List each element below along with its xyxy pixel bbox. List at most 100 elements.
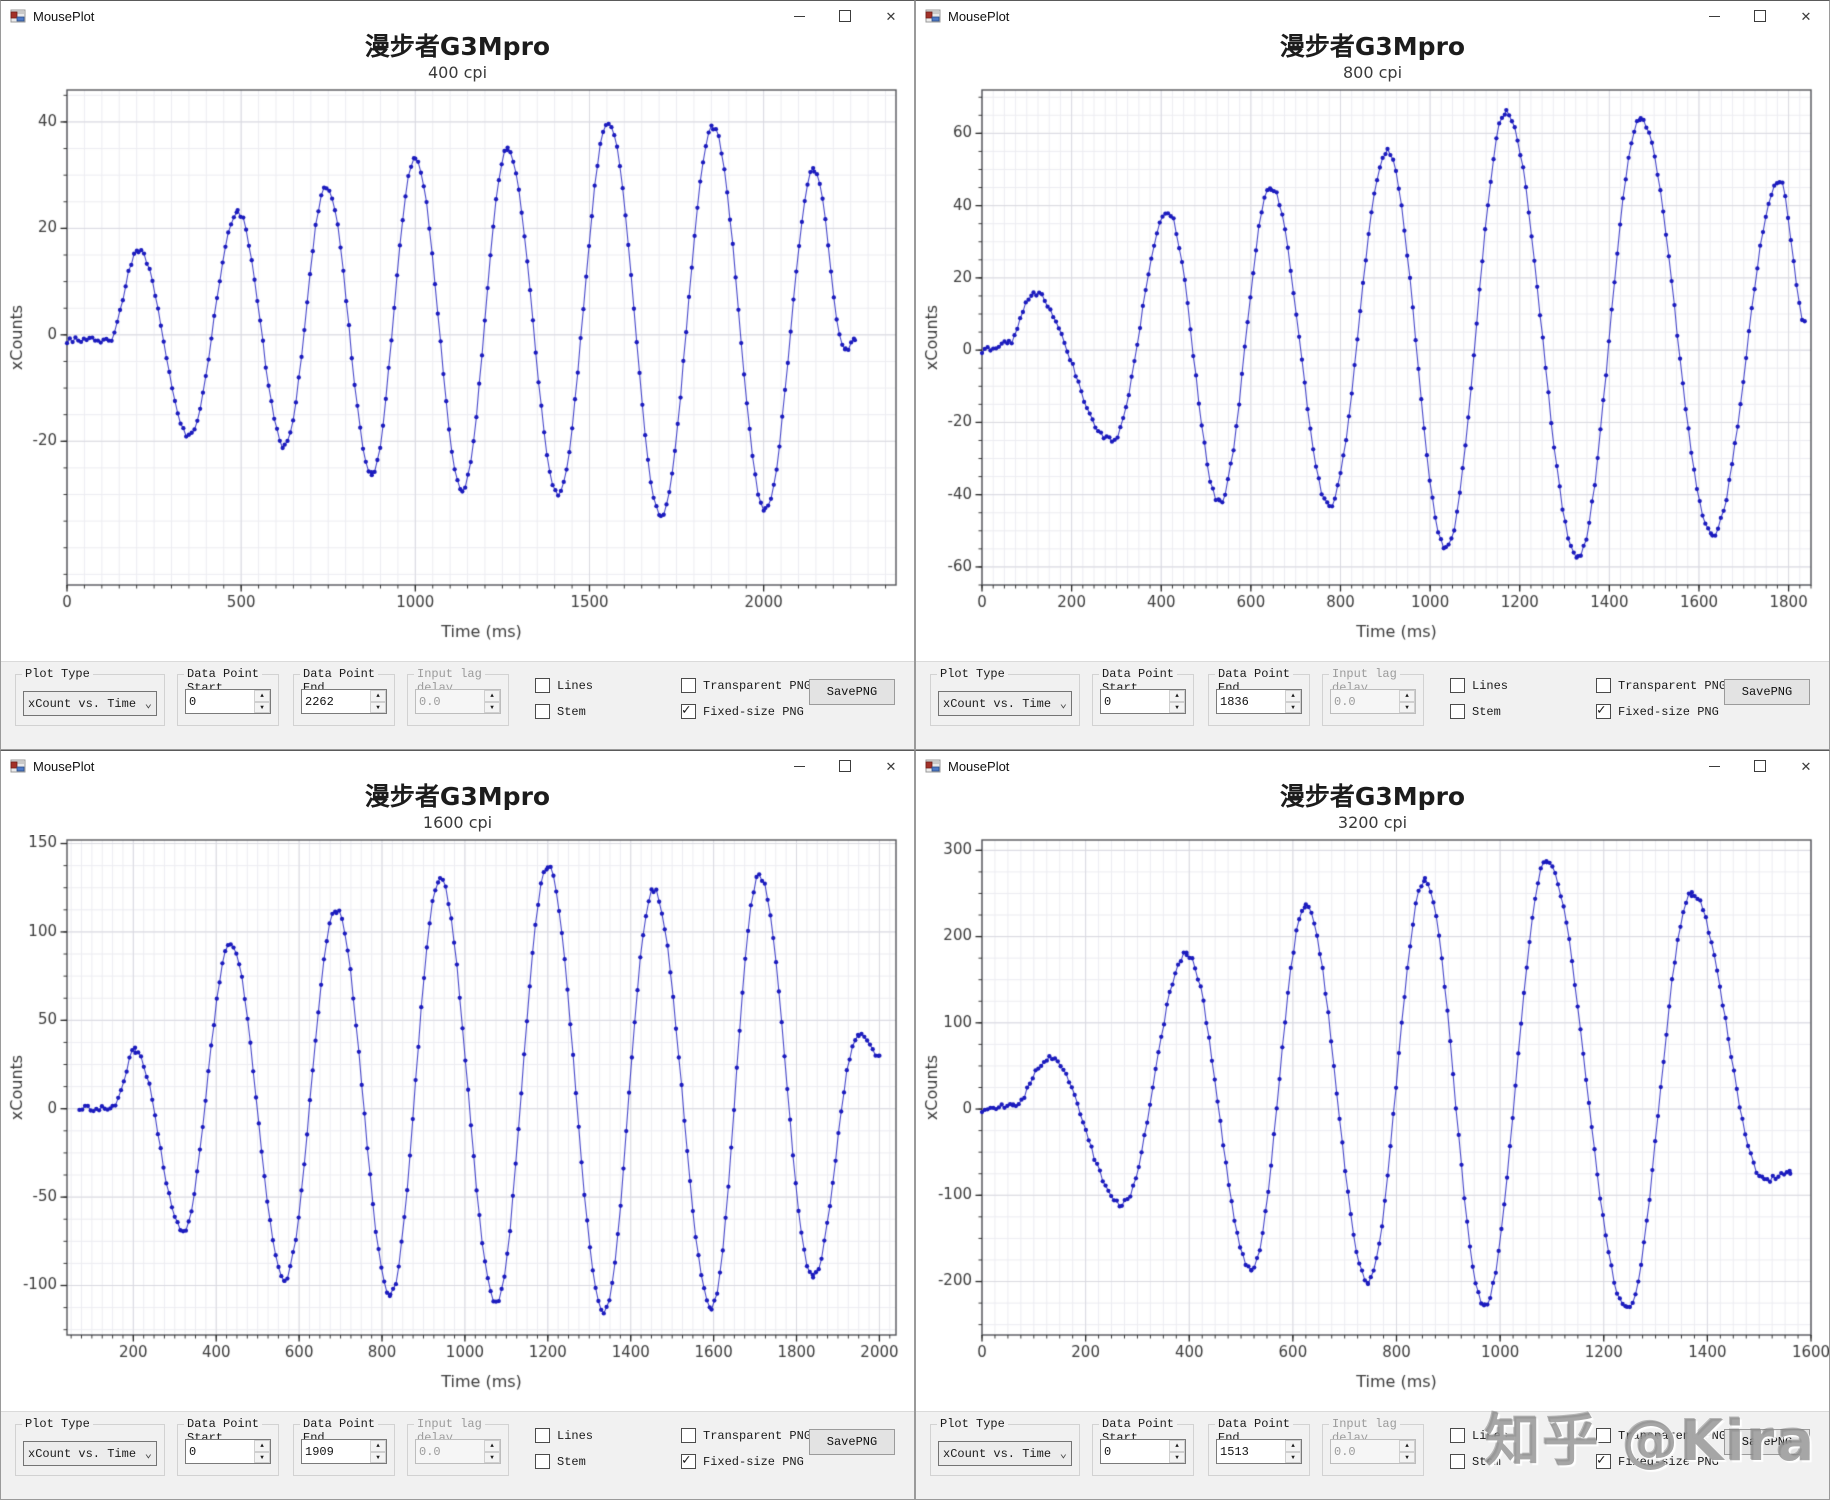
minimize-button[interactable] (1691, 1, 1737, 31)
spin-up-button[interactable]: ▲ (1285, 690, 1301, 702)
close-button[interactable]: ✕ (868, 1, 914, 31)
mouseplot-window: MousePlot ✕ 漫步者G3Mpro 800 cpi Plot Type … (915, 0, 1830, 750)
data-point-start-input[interactable] (1101, 1440, 1169, 1463)
input-lag-label: Input lag (414, 667, 485, 681)
spin-up-button[interactable]: ▲ (1169, 690, 1185, 702)
plot-type-group: Plot Type xCount vs. Time ⌄ (15, 667, 165, 726)
maximize-button[interactable] (1737, 1, 1783, 31)
chart-subtitle: 1600 cpi (422, 813, 493, 832)
plot-type-group: Plot Type xCount vs. Time ⌄ (930, 667, 1080, 726)
spin-up-button[interactable]: ▲ (254, 1440, 270, 1452)
maximize-button[interactable] (822, 1, 868, 31)
save-png-button[interactable]: SavePNG (1724, 679, 1810, 705)
stepper-buttons: ▲ ▼ (1169, 1440, 1185, 1463)
stepper-buttons: ▲ ▼ (254, 1440, 270, 1463)
spin-down-button[interactable]: ▼ (1169, 701, 1185, 713)
fixed-size-png-checkbox[interactable] (1596, 1452, 1611, 1469)
data-point-start-label-line2: Start (1102, 1431, 1139, 1439)
transparent-png-checkbox[interactable] (681, 678, 696, 693)
data-point-start-stepper: ▲ ▼ (1100, 1439, 1186, 1464)
titlebar: MousePlot ✕ (1, 1, 914, 31)
input-lag-stepper: ▲ ▼ (415, 1439, 501, 1464)
plot-type-select[interactable]: xCount vs. Time ⌄ (23, 1441, 157, 1466)
data-point-start-input[interactable] (186, 690, 254, 713)
input-lag-group: Input lag delay ▲ ▼ (407, 667, 509, 726)
fixed-size-png-checkbox[interactable] (1596, 702, 1611, 719)
plot-type-select[interactable]: xCount vs. Time ⌄ (938, 691, 1072, 716)
spin-down-button[interactable]: ▼ (254, 1451, 270, 1463)
data-point-start-group: Data Point Start ▲ ▼ (1092, 1417, 1194, 1476)
plot-type-label: Plot Type (22, 667, 93, 681)
stem-checkbox[interactable] (1450, 704, 1465, 719)
spin-down-button[interactable]: ▼ (1285, 1451, 1301, 1463)
close-button[interactable]: ✕ (1783, 1, 1829, 31)
spin-down-button[interactable]: ▼ (254, 701, 270, 713)
spin-up-button[interactable]: ▲ (370, 690, 386, 702)
minimize-button[interactable] (776, 1, 822, 31)
stem-checkbox-label: Stem (1472, 704, 1501, 719)
input-lag-stepper: ▲ ▼ (1330, 689, 1416, 714)
spin-down-button[interactable]: ▼ (370, 701, 386, 713)
fixed-size-png-checkbox[interactable] (681, 1452, 696, 1469)
plot-type-select[interactable]: xCount vs. Time ⌄ (23, 691, 157, 716)
stem-checkbox-row: Stem (535, 704, 586, 719)
transparent-png-checkbox[interactable] (1596, 1428, 1611, 1443)
plot-type-value: xCount vs. Time (943, 696, 1052, 711)
maximize-button[interactable] (1737, 751, 1783, 781)
fixed-size-png-checkbox-label: Fixed-size PNG (703, 704, 804, 719)
lines-checkbox[interactable] (1450, 678, 1465, 693)
transparent-png-checkbox-row: Transparent PNG (1596, 678, 1726, 693)
maximize-icon (839, 760, 851, 772)
transparent-png-checkbox[interactable] (1596, 678, 1611, 693)
window-controls: ✕ (1691, 1, 1829, 31)
transparent-png-checkbox-label: Transparent PNG (1618, 1428, 1727, 1443)
minimize-button[interactable] (1691, 751, 1737, 781)
spin-up-button[interactable]: ▲ (1285, 1440, 1301, 1452)
maximize-button[interactable] (822, 751, 868, 781)
spin-down-button[interactable]: ▼ (370, 1451, 386, 1463)
data-point-start-group: Data Point Start ▲ ▼ (177, 667, 279, 726)
data-point-end-input[interactable] (1217, 690, 1285, 713)
close-button[interactable]: ✕ (1783, 751, 1829, 781)
window-title: MousePlot (948, 8, 1010, 24)
save-png-button[interactable]: SavePNG (809, 679, 895, 705)
spin-down-button[interactable]: ▼ (1285, 701, 1301, 713)
data-point-start-input[interactable] (186, 1440, 254, 1463)
stem-checkbox[interactable] (1450, 1454, 1465, 1469)
data-point-start-input[interactable] (1101, 690, 1169, 713)
data-point-start-label: Data Point (184, 1417, 263, 1431)
lines-checkbox[interactable] (535, 1428, 550, 1443)
data-point-end-input[interactable] (302, 1440, 370, 1463)
spin-up-button[interactable]: ▲ (1169, 1440, 1185, 1452)
plot-type-group: Plot Type xCount vs. Time ⌄ (15, 1417, 165, 1476)
minimize-button[interactable] (776, 751, 822, 781)
titlebar: MousePlot ✕ (916, 751, 1829, 781)
data-point-end-label: Data Point (1215, 667, 1294, 681)
spin-up-button: ▲ (1399, 690, 1415, 702)
transparent-png-checkbox[interactable] (681, 1428, 696, 1443)
data-point-end-input[interactable] (302, 690, 370, 713)
chart-title: 漫步者G3Mpro (1279, 782, 1466, 811)
plot-type-label: Plot Type (22, 1417, 93, 1431)
stem-checkbox[interactable] (535, 1454, 550, 1469)
lines-checkbox[interactable] (535, 678, 550, 693)
stem-checkbox-row: Stem (535, 1454, 586, 1469)
spin-up-button[interactable]: ▲ (370, 1440, 386, 1452)
stem-checkbox[interactable] (535, 704, 550, 719)
plot-type-select[interactable]: xCount vs. Time ⌄ (938, 1441, 1072, 1466)
data-point-end-input[interactable] (1217, 1440, 1285, 1463)
chart-header: 漫步者G3Mpro 1600 cpi (1, 781, 914, 835)
input-lag-label: Input lag (1329, 1417, 1400, 1431)
save-png-button[interactable]: SavePNG (1724, 1429, 1810, 1455)
spin-up-button[interactable]: ▲ (254, 690, 270, 702)
toolbar: Plot Type xCount vs. Time ⌄ Data Point S… (1, 661, 914, 749)
mouseplot-window: MousePlot ✕ 漫步者G3Mpro 400 cpi Plot Type … (0, 0, 915, 750)
input-lag-group: Input lag delay ▲ ▼ (1322, 667, 1424, 726)
close-button[interactable]: ✕ (868, 751, 914, 781)
chart-subtitle: 800 cpi (1342, 63, 1403, 82)
save-png-button[interactable]: SavePNG (809, 1429, 895, 1455)
lines-checkbox[interactable] (1450, 1428, 1465, 1443)
spin-down-button[interactable]: ▼ (1169, 1451, 1185, 1463)
fixed-size-png-checkbox[interactable] (681, 702, 696, 719)
titlebar: MousePlot ✕ (916, 1, 1829, 31)
